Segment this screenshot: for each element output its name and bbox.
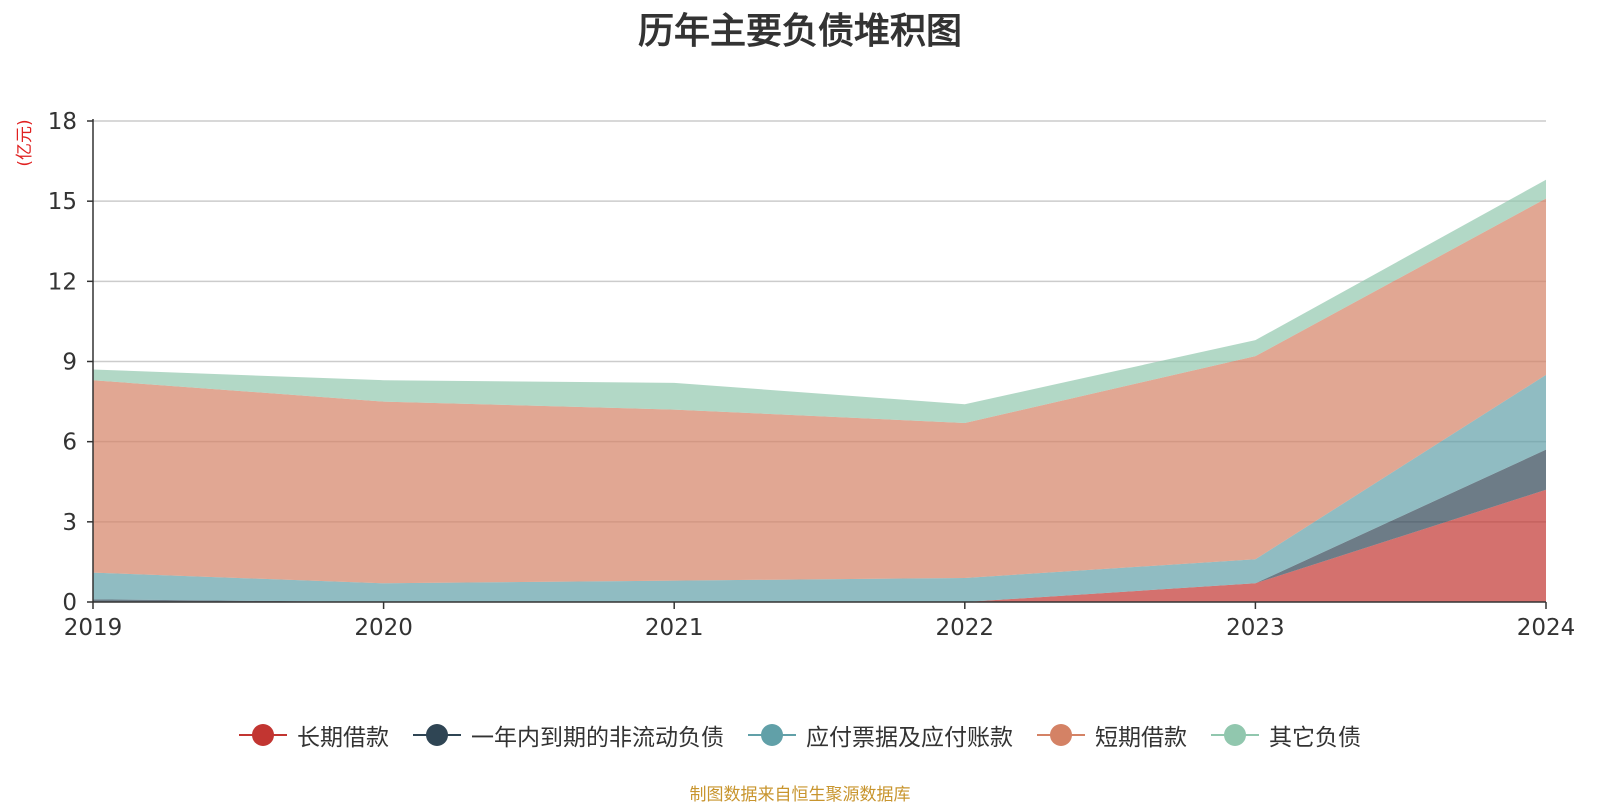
- x-tick-label-2: 2021: [645, 615, 704, 641]
- legend-item-4[interactable]: 其它负债: [1211, 718, 1361, 752]
- source-note: 制图数据来自恒生聚源数据库: [689, 785, 911, 805]
- legend-marker-icon: [239, 723, 287, 747]
- y-tick-label-4: 12: [48, 269, 77, 295]
- x-tick-label-3: 2022: [936, 615, 995, 641]
- chart-title: 历年主要负债堆积图: [637, 11, 962, 52]
- area-series: [93, 179, 1546, 602]
- legend-item-0[interactable]: 长期借款: [239, 718, 389, 752]
- area-series-3: [93, 198, 1546, 584]
- area-series-2: [93, 374, 1546, 602]
- y-tick-label-6: 18: [48, 109, 77, 135]
- y-tick-label-5: 15: [48, 189, 77, 215]
- y-tick-label-1: 3: [62, 510, 77, 536]
- legend-marker-icon: [1211, 723, 1259, 747]
- y-tick-label-3: 9: [62, 350, 77, 376]
- y-tick-label-2: 6: [62, 430, 77, 456]
- legend-marker-icon: [1037, 723, 1085, 747]
- x-tick-label-4: 2023: [1226, 615, 1285, 641]
- x-tick-label-5: 2024: [1517, 615, 1576, 641]
- area-series-0: [93, 489, 1546, 602]
- legend-item-2[interactable]: 应付票据及应付账款: [748, 718, 1013, 752]
- legend-marker-icon: [413, 723, 461, 747]
- x-tick-label-1: 2020: [354, 615, 413, 641]
- legend-label: 长期借款: [297, 725, 389, 751]
- legend-marker-icon: [748, 723, 796, 747]
- legend-label: 短期借款: [1095, 725, 1187, 751]
- axes: 0 3 6 9 12 15 18 2019 2020 2021 2022 2023 2024: [48, 109, 1576, 641]
- area-series-4: [93, 179, 1546, 423]
- legend-label: 一年内到期的非流动负债: [471, 725, 724, 751]
- legend-item-3[interactable]: 短期借款: [1037, 718, 1187, 752]
- legend: 长期借款 一年内到期的非流动负债 应付票据及应付账款 短期借款 其它负债: [0, 718, 1600, 752]
- y-axis-unit-label: (亿元): [15, 119, 35, 166]
- legend-label: 其它负债: [1269, 725, 1361, 751]
- y-tick-label-0: 0: [62, 590, 77, 616]
- legend-item-1[interactable]: 一年内到期的非流动负债: [413, 718, 724, 752]
- x-tick-label-0: 2019: [64, 615, 123, 641]
- legend-label: 应付票据及应付账款: [806, 725, 1013, 751]
